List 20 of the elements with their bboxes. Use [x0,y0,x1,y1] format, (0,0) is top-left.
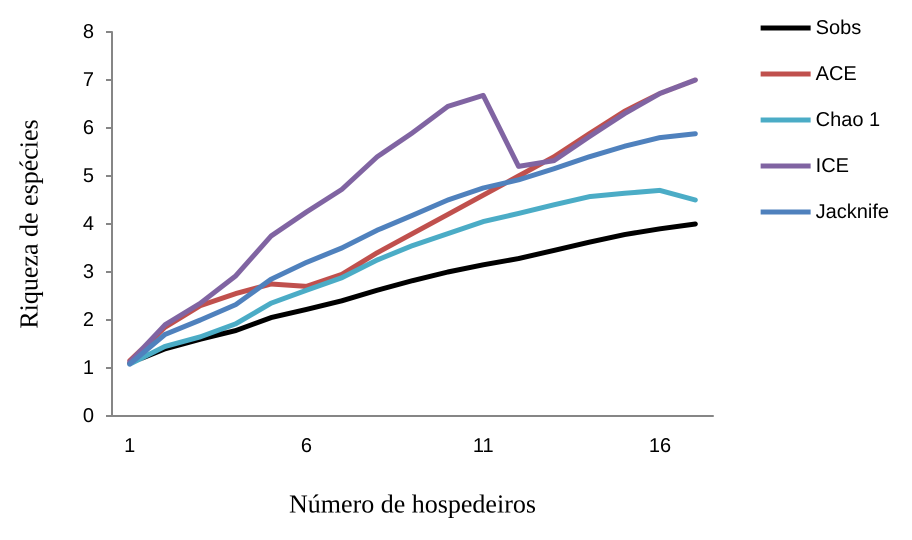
y-tick-label: 8 [82,21,94,43]
legend-label: ICE [816,155,849,177]
legend-label: ACE [816,63,857,85]
y-tick-label: 5 [82,165,94,187]
y-tick-label: 1 [82,357,94,379]
y-tick-label: 7 [82,69,94,91]
y-tick-label: 3 [82,261,94,283]
legend-label: Sobs [816,17,862,39]
y-tick-label: 6 [82,117,94,139]
legend-label: Jacknife [816,201,890,223]
x-tick-label: 1 [124,435,136,457]
x-tick-label: 16 [648,435,672,457]
y-tick-label: 0 [82,405,94,427]
x-tick-label: 6 [300,435,312,457]
legend-label: Chao 1 [816,109,880,131]
y-axis-title: Riqueza de espécies [14,119,44,329]
x-axis-title: Número de hospedeiros [289,490,536,518]
x-tick-label: 11 [472,435,494,457]
y-tick-label: 4 [82,213,94,235]
y-tick-label: 2 [82,309,94,331]
